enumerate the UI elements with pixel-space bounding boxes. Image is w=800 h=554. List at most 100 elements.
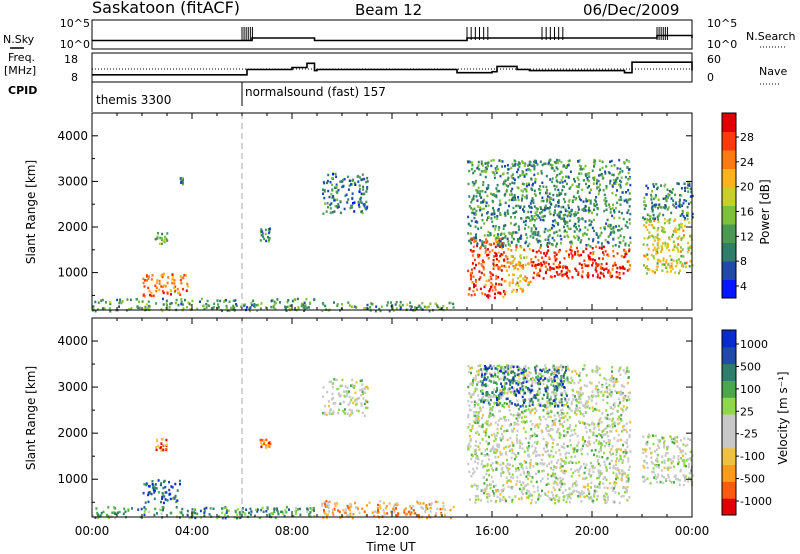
data-cell: [516, 288, 518, 292]
data-cell: [605, 409, 608, 412]
data-cell: [276, 508, 279, 512]
data-cell: [534, 396, 537, 400]
data-cell: [511, 231, 514, 235]
data-cell: [629, 183, 632, 187]
data-cell: [487, 401, 490, 405]
data-cell: [475, 454, 478, 458]
data-cell: [358, 396, 361, 400]
data-cell: [652, 236, 655, 239]
data-cell: [527, 281, 530, 284]
data-cell: [496, 431, 499, 435]
data-cell: [558, 414, 560, 417]
data-cell: [468, 435, 471, 438]
data-cell: [487, 230, 490, 234]
data-cell: [508, 472, 511, 475]
data-cell: [481, 240, 484, 243]
data-cell: [181, 179, 184, 183]
data-cell: [534, 446, 537, 450]
data-cell: [525, 168, 528, 172]
data-cell: [598, 246, 601, 249]
data-cell: [672, 456, 675, 460]
data-cell: [618, 472, 621, 475]
data-cell: [671, 188, 674, 191]
data-cell: [360, 379, 363, 382]
data-cell: [152, 488, 155, 492]
data-cell: [656, 215, 659, 219]
data-cell: [267, 443, 270, 447]
data-cell: [576, 434, 579, 438]
data-cell: [503, 180, 505, 184]
data-cell: [599, 464, 602, 467]
data-cell: [493, 215, 496, 219]
data-cell: [475, 416, 478, 419]
data-cell: [601, 160, 604, 163]
data-cell: [595, 365, 598, 368]
data-cell: [324, 304, 327, 308]
data-cell: [277, 512, 280, 516]
data-cell: [620, 212, 623, 215]
data-cell: [610, 391, 613, 394]
data-cell: [148, 275, 151, 278]
data-cell: [627, 460, 630, 463]
data-cell: [549, 401, 552, 405]
data-cell: [660, 184, 663, 187]
data-cell: [584, 226, 587, 229]
data-cell: [288, 508, 290, 511]
data-cell: [468, 239, 471, 243]
data-cell: [566, 209, 569, 213]
data-cell: [571, 257, 573, 260]
data-cell: [557, 369, 560, 372]
data-cell: [350, 183, 352, 186]
data-cell: [155, 281, 158, 284]
data-cell: [530, 409, 533, 412]
data-cell: [669, 266, 672, 269]
data-cell: [553, 256, 556, 259]
data-cell: [669, 255, 672, 258]
data-cell: [597, 389, 600, 393]
data-cell: [501, 385, 503, 388]
colorbar-tick-label: 12: [740, 230, 754, 243]
data-cell: [618, 367, 621, 370]
data-cell: [162, 239, 165, 242]
nave-label: Nave: [759, 65, 787, 78]
data-cell: [471, 211, 474, 214]
data-cell: [605, 466, 608, 469]
data-cell: [546, 477, 549, 480]
data-cell: [604, 202, 607, 206]
data-cell: [161, 497, 164, 500]
data-cell: [611, 173, 614, 176]
data-cell: [488, 424, 491, 427]
data-cell: [623, 397, 626, 401]
data-cell: [510, 371, 513, 374]
data-cell: [393, 505, 395, 508]
data-cell: [494, 375, 497, 378]
data-cell: [546, 400, 549, 403]
data-cell: [480, 201, 483, 204]
data-cell: [671, 191, 673, 194]
data-cell: [473, 391, 476, 394]
data-cell: [157, 231, 159, 235]
data-cell: [535, 238, 538, 241]
data-cell: [599, 234, 602, 237]
data-cell: [508, 261, 511, 264]
data-cell: [579, 241, 582, 244]
freq-unit-label: [MHz]: [4, 64, 36, 77]
data-cell: [168, 488, 171, 492]
data-cell: [525, 216, 528, 220]
data-cell: [593, 218, 595, 222]
data-cell: [265, 446, 268, 449]
data-cell: [560, 413, 563, 416]
data-cell: [309, 511, 312, 514]
data-cell: [547, 453, 550, 456]
data-cell: [529, 437, 532, 440]
data-cell: [522, 384, 525, 388]
data-cell: [486, 187, 489, 191]
data-cell: [607, 235, 610, 238]
data-cell: [485, 391, 488, 395]
data-cell: [503, 264, 506, 268]
data-cell: [608, 425, 611, 428]
data-cell: [578, 262, 581, 265]
data-cell: [422, 502, 425, 505]
data-cell: [511, 162, 514, 166]
data-cell: [246, 306, 248, 309]
